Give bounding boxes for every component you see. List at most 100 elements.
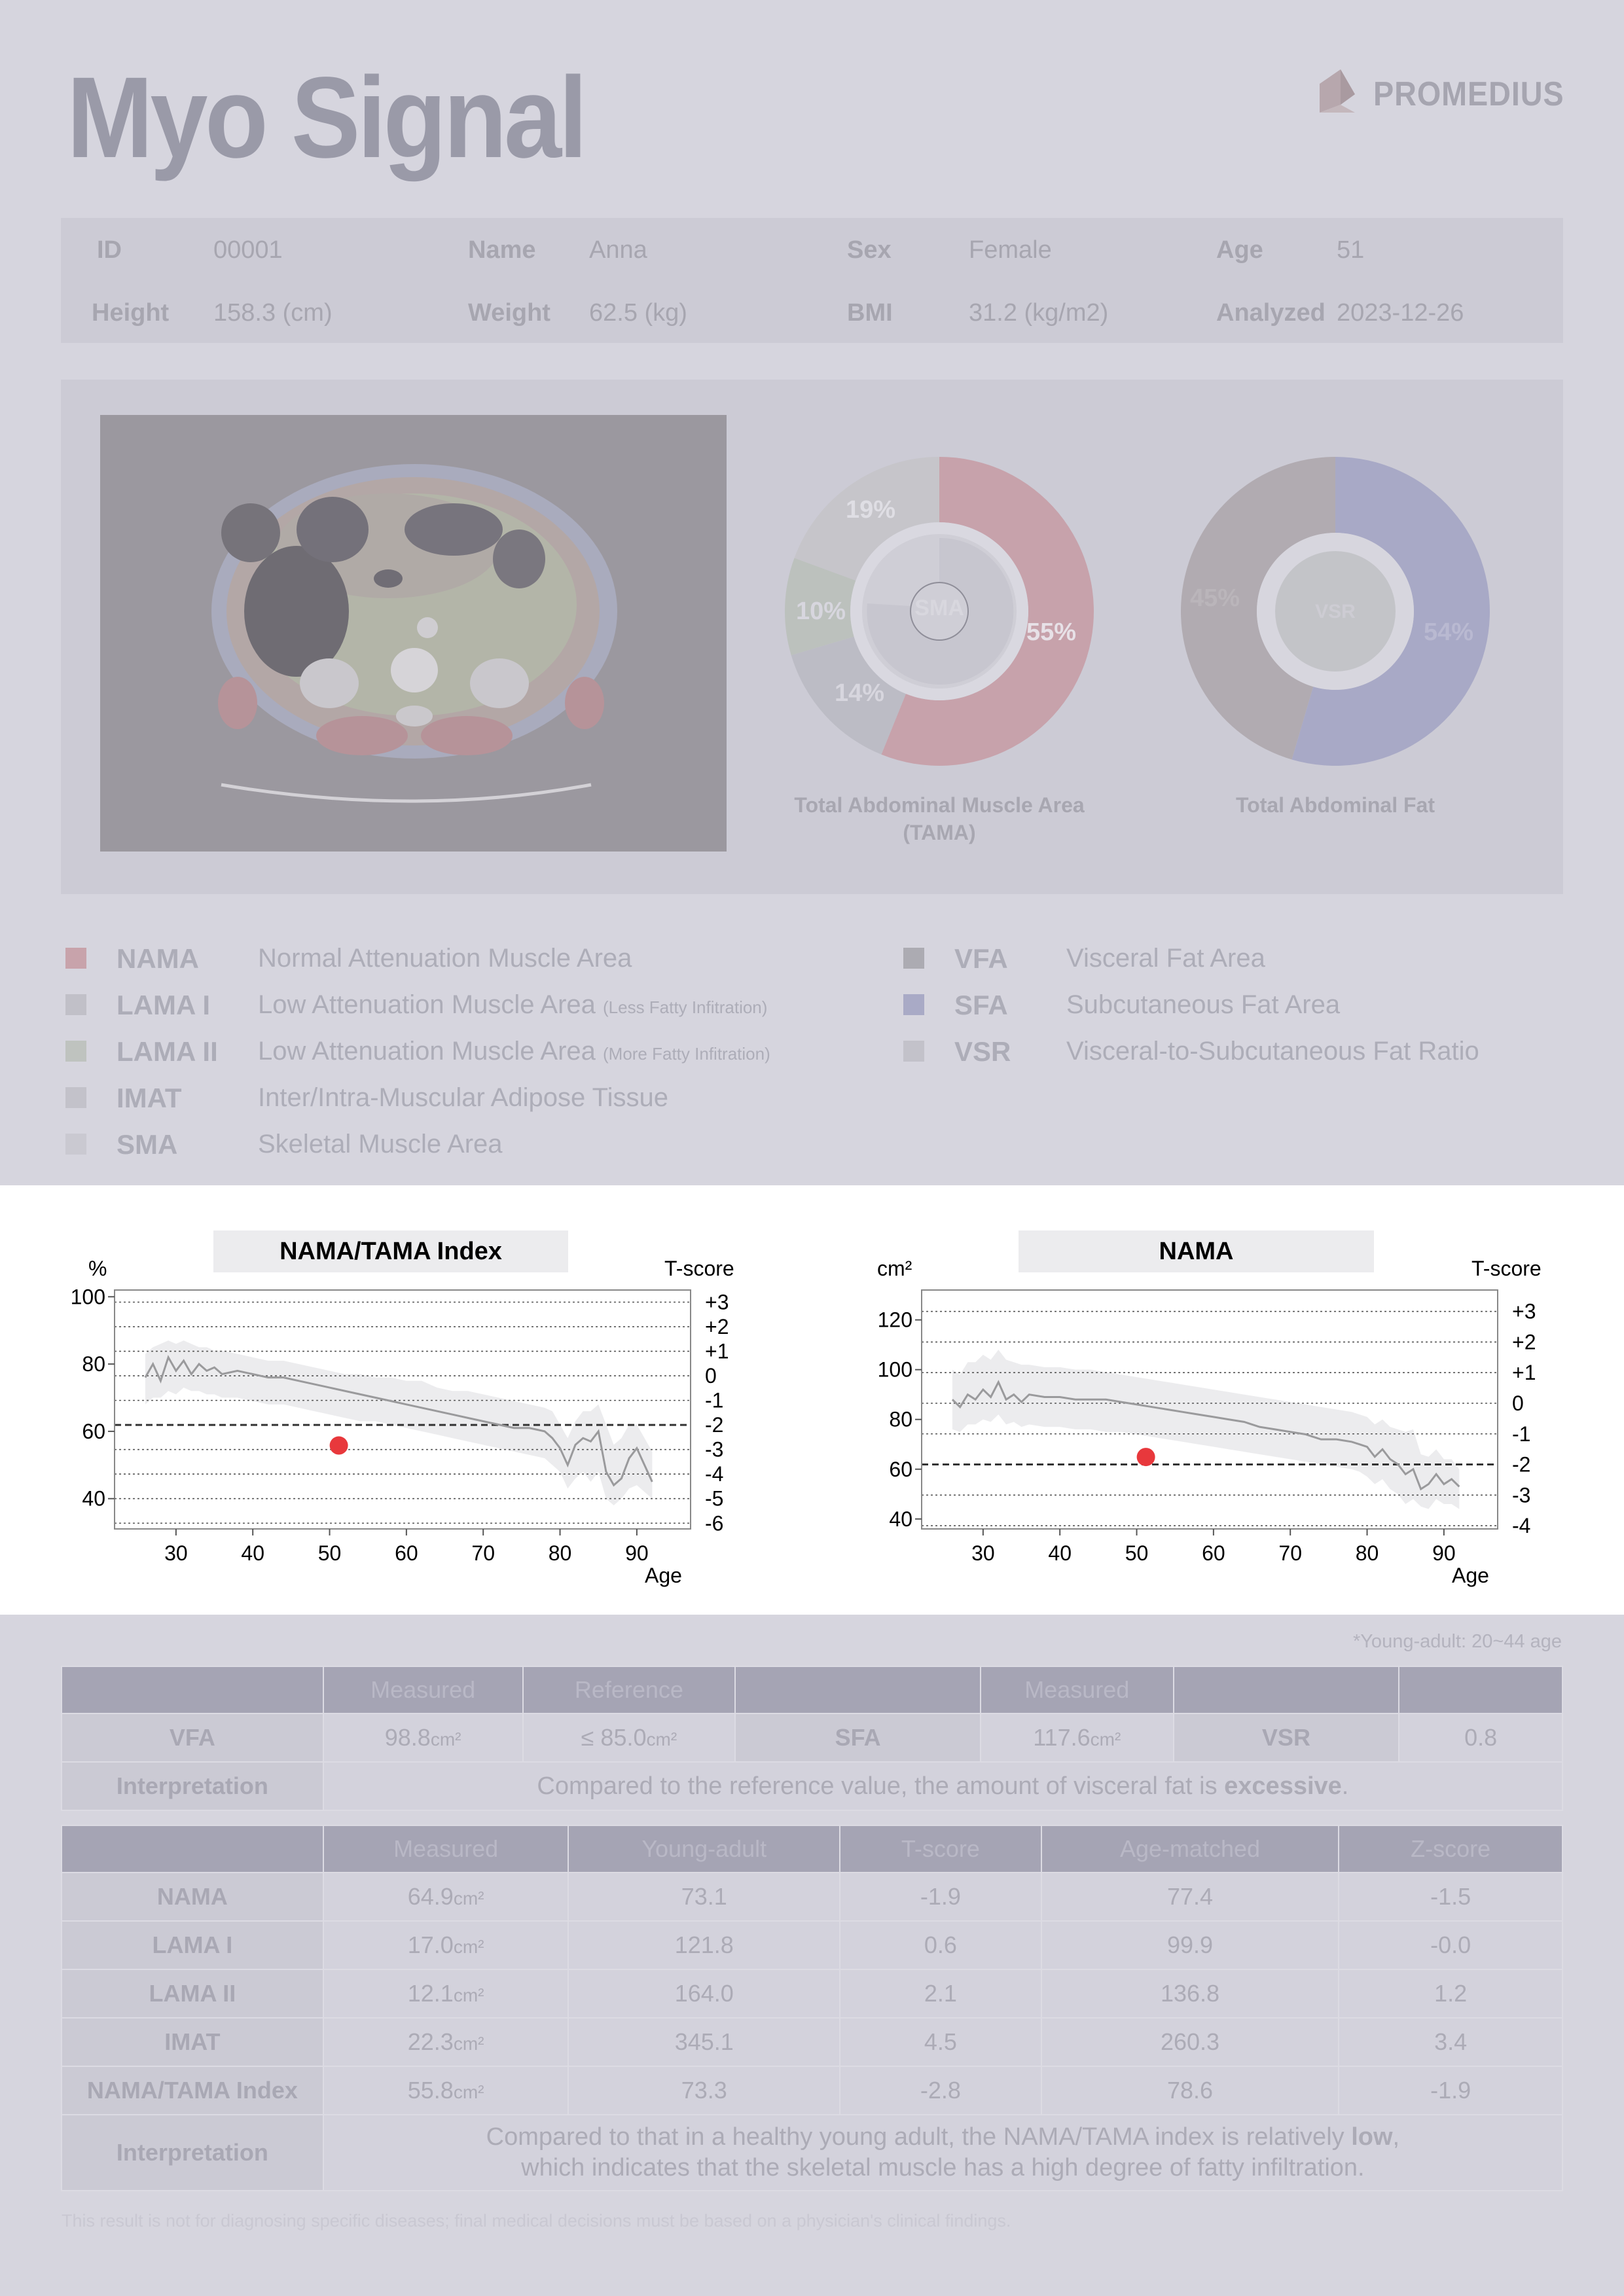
muscle-cell-unit: cm²: [453, 2082, 484, 2102]
fat-interpretation-text: Compared to the reference value, the amo…: [322, 1761, 1564, 1811]
young-adult-note: *Young-adult: 20~44 age: [1352, 1631, 1562, 1652]
muscle-cell-t: -2.8: [839, 2066, 1042, 2115]
patient-point: [329, 1436, 348, 1455]
t-score-axis-label: T-score: [1471, 1257, 1542, 1280]
fat-interpretation-label: Interpretation: [61, 1761, 324, 1811]
muscle-cell-unit: cm²: [453, 1888, 484, 1909]
ct-scan-image: [100, 415, 727, 852]
muscle-header-tscore: T-score: [839, 1825, 1042, 1873]
legend-swatch: [65, 948, 86, 969]
table-row: LAMA II 12.1cm² 164.0 2.1 136.8 1.2: [61, 1969, 1563, 2018]
legend-text-main: Visceral-to-Subcutaneous Fat Ratio: [1066, 1037, 1479, 1066]
legend-swatch: [65, 1087, 86, 1108]
fat-caption: Total Abdominal Fat: [1236, 793, 1435, 817]
vfa-reference-value: ≤ 85.0: [581, 1724, 647, 1751]
vfa-label: VFA: [61, 1713, 324, 1763]
t-score-axis-label: T-score: [664, 1257, 734, 1280]
muscle-header-zscore: Z-score: [1338, 1825, 1563, 1873]
x-tick-label: 90: [625, 1541, 649, 1565]
t-tick-label: -2: [705, 1413, 723, 1437]
muscle-cell-age: 260.3: [1040, 2017, 1340, 2067]
muscle-cell-unit: cm²: [453, 1937, 484, 1957]
vfa-measured: 98.8cm²: [322, 1713, 524, 1763]
tama-slice-0: [881, 457, 1094, 766]
muscle-interp-suffix: ,: [1392, 2123, 1400, 2151]
analyzed-label: Analyzed: [1216, 299, 1326, 327]
patient-info-panel: [61, 218, 1563, 343]
mean-series-line: [144, 1355, 653, 1487]
muscle-cell-value: 64.9: [407, 1883, 454, 1910]
legend-abbr: SFA: [954, 990, 1008, 1020]
muscle-cell-name: LAMA I: [61, 1920, 324, 1970]
sfa-measured-value: 117.6: [1033, 1724, 1091, 1751]
muscle-cell-z: -1.5: [1338, 1872, 1563, 1922]
height-value: 158.3 (cm): [213, 299, 333, 327]
name-value: Anna: [589, 236, 647, 264]
muscle-cell-measured: 17.0cm²: [322, 1920, 569, 1970]
x-tick-label: 70: [1278, 1541, 1302, 1565]
tama-caption: Total Abdominal Muscle Area (TAMA): [759, 792, 1119, 846]
fat-table: Measured Reference Measured VFA 98.8cm² …: [61, 1666, 1564, 1811]
t-tick-label: -3: [1512, 1483, 1530, 1507]
legend-abbr: NAMA: [117, 943, 199, 974]
name-label: Name: [468, 236, 536, 264]
muscle-cell-young: 73.1: [568, 1872, 841, 1922]
legend-text: Skeletal Muscle Area: [258, 1131, 503, 1157]
t-tick-label: +1: [1512, 1361, 1536, 1384]
tama-slice-label-14: 14%: [835, 679, 885, 707]
vfa-measured-value: 98.8: [384, 1724, 431, 1751]
tama-sma-circle: [910, 582, 969, 641]
table-row: NAMA/TAMA Index 55.8cm² 73.3 -2.8 78.6 -1.9: [61, 2066, 1563, 2115]
legend-item-left-1: LAMA I Low Attenuation Muscle Area (Less …: [65, 989, 851, 1022]
muscle-cell-measured: 12.1cm²: [322, 1969, 569, 2018]
muscle-cell-value: 121.8: [674, 1931, 734, 1958]
muscle-interp-line2: which indicates that the skeletal muscle…: [521, 2154, 1365, 2181]
x-tick-label: 30: [971, 1541, 995, 1565]
muscle-cell-value: LAMA I: [152, 1931, 233, 1958]
legend-text-main: Skeletal Muscle Area: [258, 1130, 503, 1158]
x-tick-label: 50: [318, 1541, 342, 1565]
legend-text-main: Subcutaneous Fat Area: [1066, 990, 1341, 1019]
tama-center-label: SMA: [914, 596, 964, 620]
legend-text: Normal Attenuation Muscle Area: [258, 945, 632, 971]
legend-text: Visceral-to-Subcutaneous Fat Ratio: [1066, 1038, 1479, 1064]
legend-item-left-2: LAMA II Low Attenuation Muscle Area (More…: [65, 1035, 851, 1068]
muscle-cell-value: 12.1: [407, 1980, 454, 2007]
tama-slice-label-19: 19%: [846, 496, 896, 524]
x-tick-label: 40: [1048, 1541, 1072, 1565]
weight-value: 62.5 (kg): [589, 299, 687, 327]
x-tick-label: 80: [1356, 1541, 1379, 1565]
muscle-cell-value: 136.8: [1160, 1980, 1220, 2007]
t-tick-label: -5: [705, 1487, 723, 1511]
muscle-cell-z: 1.2: [1338, 1969, 1563, 2018]
muscle-cell-value: 260.3: [1160, 2028, 1220, 2055]
vfa-reference-unit: cm²: [646, 1729, 677, 1749]
fat-slice-0: [1291, 457, 1490, 766]
table-row: LAMA I 17.0cm² 121.8 0.6 99.9 -0.0: [61, 1920, 1563, 1970]
y-tick-label: 60: [889, 1458, 912, 1481]
muscle-cell-value: 2.1: [924, 1980, 957, 2007]
muscle-cell-age: 77.4: [1040, 1872, 1340, 1922]
legend-text: Low Attenuation Muscle Area (More Fatty …: [258, 1038, 770, 1064]
muscle-cell-value: 4.5: [924, 2028, 957, 2055]
t-tick-label: +2: [1512, 1330, 1536, 1354]
legend-abbr: SMA: [117, 1129, 178, 1160]
legend-swatch: [65, 1041, 86, 1062]
t-tick-label: -1: [1512, 1422, 1530, 1446]
legend-text: Inter/Intra-Muscular Adipose Tissue: [258, 1085, 668, 1111]
muscle-cell-value: 73.1: [681, 1883, 727, 1910]
y-tick-label: 120: [878, 1308, 912, 1332]
x-tick-label: 70: [471, 1541, 495, 1565]
y-tick-label: 60: [82, 1420, 105, 1443]
muscle-cell-value: NAMA/TAMA Index: [86, 2077, 298, 2104]
id-label: ID: [97, 236, 122, 264]
muscle-header-blank: [61, 1825, 324, 1873]
y-tick-label: 40: [82, 1487, 105, 1511]
muscle-cell-value: LAMA II: [149, 1980, 236, 2007]
legend-text: Subcutaneous Fat Area: [1066, 992, 1340, 1018]
muscle-cell-measured: 64.9cm²: [322, 1872, 569, 1922]
fat-interp-emph: excessive: [1224, 1772, 1342, 1800]
legend-item-right-2: VSR Visceral-to-Subcutaneous Fat Ratio: [903, 1035, 1624, 1068]
y-tick-label: 40: [889, 1507, 912, 1531]
fat-table-header-measured: Measured: [322, 1666, 524, 1714]
